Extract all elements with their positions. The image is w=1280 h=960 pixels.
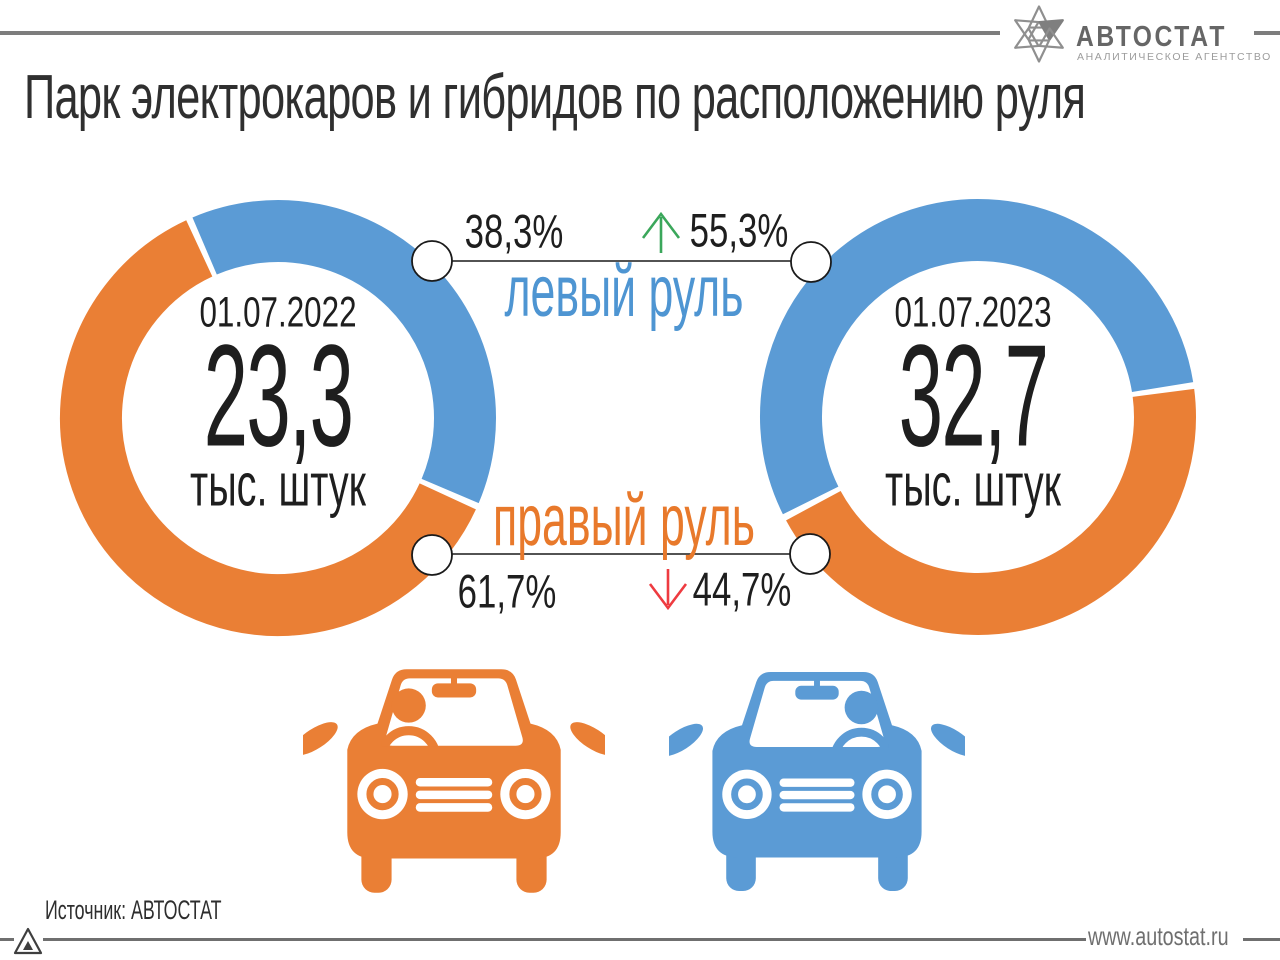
warning-triangle-icon bbox=[13, 927, 43, 955]
bottom-rule-left-cap bbox=[0, 938, 14, 941]
donut-2022-date: 01.07.2022 bbox=[199, 288, 357, 337]
pct-2023-right-wheel: 44,7% bbox=[692, 562, 792, 616]
donut-2023-unit: тыс. штук bbox=[885, 451, 1061, 519]
left-wheel-segment bbox=[760, 199, 1194, 515]
donut-2022-total: 23,3 bbox=[203, 314, 354, 477]
legend-right-wheel: правый руль bbox=[493, 481, 755, 561]
increase-arrow-icon bbox=[641, 211, 681, 253]
logo-name: АВТОСТАТ bbox=[1076, 21, 1228, 53]
decrease-arrow-icon bbox=[648, 569, 688, 611]
logo-subtitle: АНАЛИТИЧЕСКОЕ АГЕНТСТВО bbox=[1077, 51, 1272, 63]
right-wheel-car-icon bbox=[303, 669, 605, 893]
donut-chart-2023 bbox=[760, 199, 1196, 635]
page-title: Парк электрокаров и гибридов по располож… bbox=[24, 63, 1086, 132]
donut-2023-date: 01.07.2023 bbox=[894, 288, 1052, 337]
top-rule-right bbox=[1254, 31, 1280, 35]
donut-2023-total: 32,7 bbox=[898, 314, 1049, 477]
source-label: Источник: АВТОСТАТ bbox=[45, 895, 222, 925]
autostat-logo-icon bbox=[1014, 5, 1064, 63]
right-wheel-segment bbox=[786, 388, 1196, 635]
website-label: www.autostat.ru bbox=[1088, 921, 1229, 951]
top-rule-left bbox=[0, 31, 1000, 35]
legend-left-wheel: левый руль bbox=[504, 252, 744, 332]
pct-2022-right-wheel: 61,7% bbox=[457, 564, 557, 618]
left-wheel-car-icon bbox=[669, 671, 965, 892]
right-wheel-segment bbox=[60, 220, 476, 636]
donut-2022-unit: тыс. штук bbox=[190, 451, 366, 519]
donut-chart-2022 bbox=[60, 200, 496, 636]
bottom-rule-main bbox=[43, 938, 1086, 941]
left-wheel-segment bbox=[192, 200, 496, 504]
pct-2022-left-wheel: 38,3% bbox=[464, 204, 564, 258]
pct-2023-left-wheel: 55,3% bbox=[689, 203, 789, 257]
bottom-rule-right-cap bbox=[1243, 938, 1280, 941]
warning-triangle-inner bbox=[23, 941, 33, 950]
